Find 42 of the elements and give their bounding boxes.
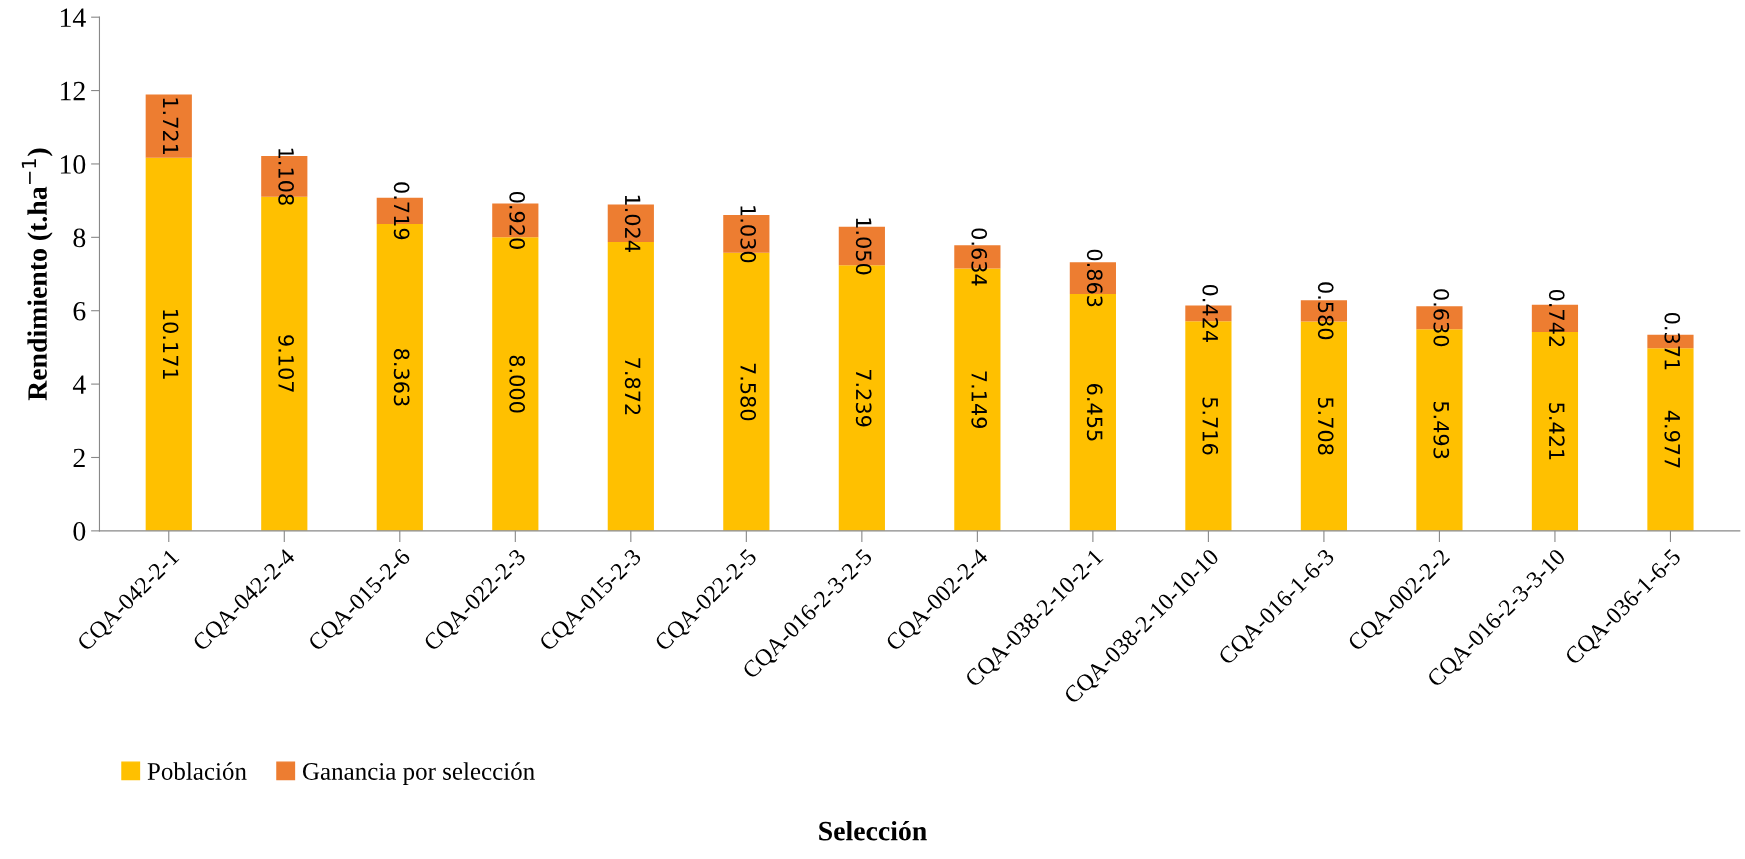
data-label: 0.719 <box>393 182 410 240</box>
y-tick-label: 14 <box>60 8 86 27</box>
data-label: 6.455 <box>1086 384 1103 441</box>
data-label: 0.920 <box>509 192 526 249</box>
data-label: 7.872 <box>624 358 641 415</box>
data-label: 0.580 <box>1317 282 1334 340</box>
data-label: 0.634 <box>971 228 988 286</box>
data-label: 1.721 <box>163 98 179 154</box>
data-label: 0.863 <box>1086 249 1103 307</box>
y-tick-label: 2 <box>73 448 85 468</box>
y-tick-label: 0 <box>73 522 86 541</box>
data-label: 1.108 <box>278 148 294 205</box>
data-label: 9.107 <box>278 335 294 392</box>
legend-label: Ganancia por selección <box>302 762 535 785</box>
data-label: 5.708 <box>1317 397 1334 455</box>
data-label: 1.024 <box>624 195 641 252</box>
data-label: 7.149 <box>971 371 988 429</box>
y-tick-label: 4 <box>72 375 86 394</box>
data-label: 0.424 <box>1202 284 1219 343</box>
data-label: 0.742 <box>1548 289 1565 347</box>
legend-label: Población <box>147 762 247 780</box>
bar <box>145 157 192 531</box>
data-label: 0.371 <box>1664 312 1681 370</box>
data-label: 8.000 <box>509 355 526 413</box>
data-label: 0.630 <box>1433 289 1450 347</box>
y-axis-title: Rendimiento (t.ha$^{−1}$) <box>21 148 53 401</box>
data-label: 5.493 <box>1433 401 1450 459</box>
data-label: 1.030 <box>740 206 757 263</box>
data-label: 5.716 <box>1202 397 1219 455</box>
data-label: 5.421 <box>1548 403 1565 460</box>
data-label: 7.239 <box>855 369 872 427</box>
data-label: 1.050 <box>855 218 872 275</box>
y-tick-label: 10 <box>60 155 86 174</box>
x-axis-title: Selección <box>819 820 927 841</box>
y-tick-label: 12 <box>60 81 85 101</box>
y-tick-label: 6 <box>73 301 86 321</box>
data-label: 4.977 <box>1664 410 1681 468</box>
y-tick-label: 8 <box>73 228 86 248</box>
data-label: 10.171 <box>162 310 179 379</box>
data-label: 7.580 <box>740 363 757 421</box>
data-label: 8.363 <box>393 349 410 406</box>
bar <box>145 94 192 158</box>
